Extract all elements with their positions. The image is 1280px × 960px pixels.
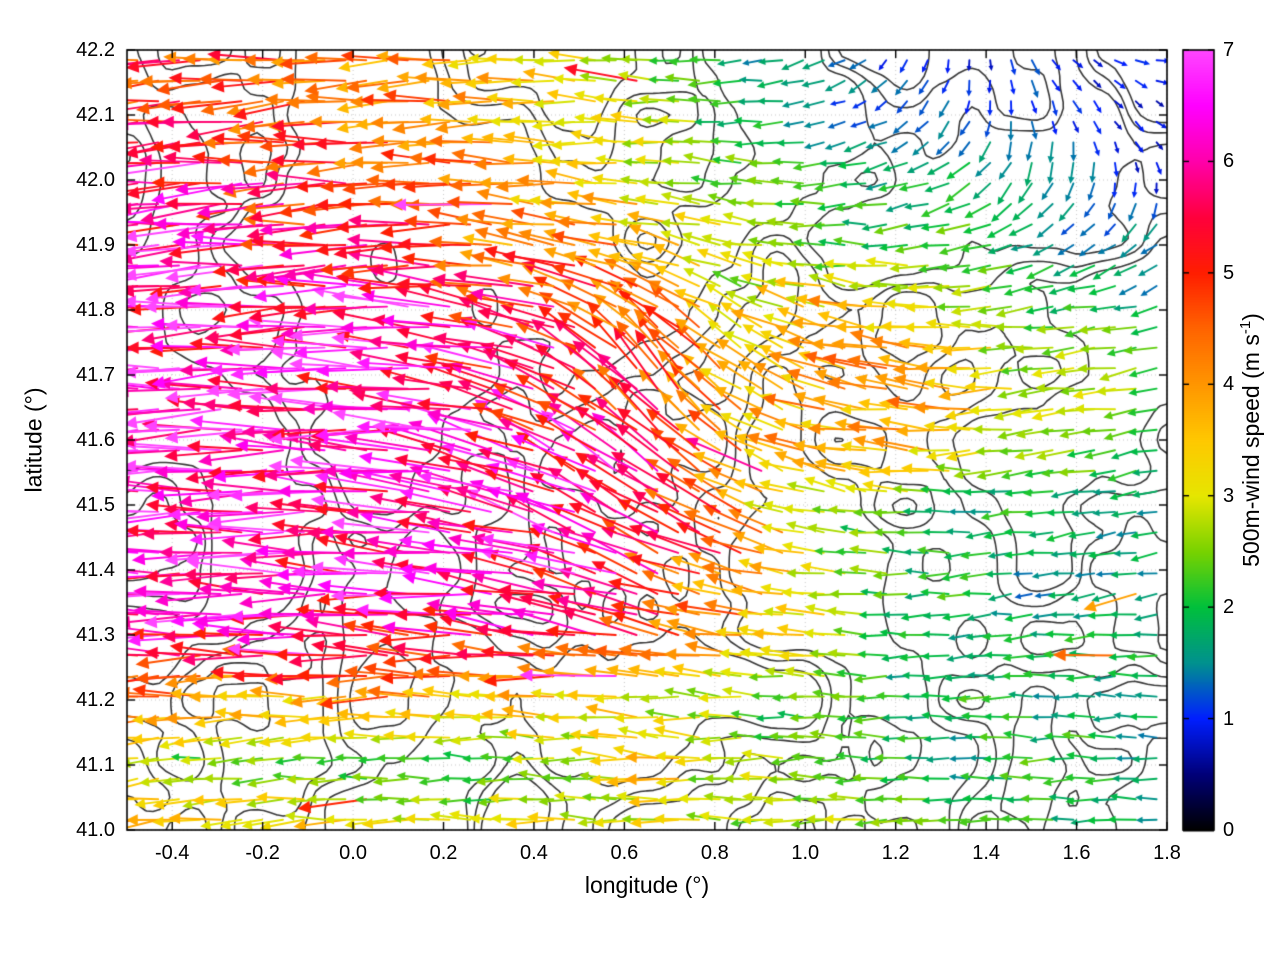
y-tick-label: 42.0: [76, 169, 115, 191]
x-tick-label: -0.2: [245, 842, 280, 864]
x-tick-label: 1.0: [791, 842, 820, 864]
x-tick-label: 0.8: [700, 842, 729, 864]
y-tick-label: 41.9: [76, 234, 115, 256]
colorbar-tick-label: 1: [1223, 707, 1235, 730]
x-tick-label: 1.6: [1062, 842, 1091, 864]
y-tick-label: 41.2: [76, 689, 115, 711]
x-tick-label: 0.0: [339, 842, 367, 864]
x-tick-label: 1.4: [972, 842, 1001, 864]
x-tick-label: 1.8: [1153, 842, 1181, 864]
y-tick-label: 41.1: [76, 754, 115, 776]
colorbar-label-text: 500m-wind speed (m s: [1237, 334, 1264, 567]
x-tick-label: 0.4: [520, 842, 548, 864]
y-tick-label: 41.5: [76, 494, 115, 516]
y-tick-label: 41.8: [76, 299, 115, 321]
x-axis-label: longitude (°): [584, 872, 710, 898]
x-tick-label: 0.6: [610, 842, 639, 864]
colorbar-label: 500m-wind speed (m s-1): [1237, 313, 1265, 567]
y-tick-label: 42.1: [76, 104, 115, 126]
colorbar-tick-label: 4: [1223, 373, 1235, 396]
y-tick-label: 41.0: [76, 819, 115, 841]
colorbar-tick-label: 2: [1223, 596, 1235, 619]
colorbar-tick-label: 5: [1223, 261, 1235, 284]
y-tick-label: 41.6: [76, 429, 115, 451]
y-tick-label: 42.2: [76, 39, 115, 61]
y-tick-label: 41.4: [76, 559, 115, 581]
x-tick-label: 1.2: [881, 842, 910, 864]
y-tick-label: 41.7: [76, 364, 115, 386]
y-tick-label: 41.3: [76, 624, 115, 646]
colorbar-label-superscript: -1: [1237, 320, 1255, 335]
x-tick-label: 0.2: [429, 842, 458, 864]
colorbar-tick-label: 6: [1223, 150, 1235, 173]
colorbar-label-close: ): [1237, 313, 1264, 321]
x-tick-label: -0.4: [154, 842, 190, 864]
colorbar-tick-label: 0: [1223, 819, 1235, 841]
colorbar-tick-label: 7: [1223, 39, 1235, 61]
colorbar-tick-label: 3: [1223, 484, 1235, 507]
